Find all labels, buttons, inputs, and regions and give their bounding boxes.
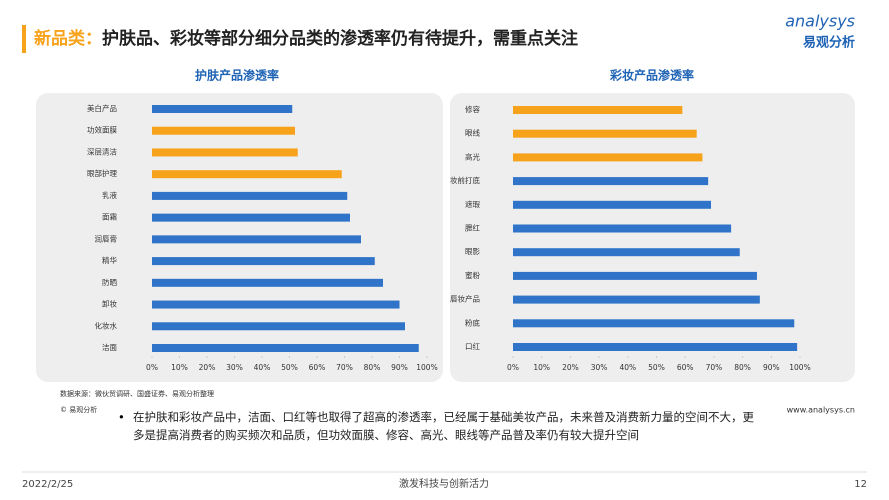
bar <box>152 235 361 244</box>
bar <box>513 153 703 162</box>
x-tick-label: 30% <box>226 363 243 372</box>
x-tick-label: 40% <box>619 363 636 372</box>
bar <box>152 344 419 352</box>
bar <box>513 343 798 351</box>
bar <box>513 248 740 257</box>
panel <box>450 93 855 382</box>
bar <box>152 126 295 135</box>
y-tick-label: 眼影 <box>465 246 480 256</box>
y-tick-label: 功效面膜 <box>87 125 117 135</box>
x-tick-label: 20% <box>199 363 216 372</box>
x-tick-label: 100% <box>789 363 810 372</box>
y-tick-label: 美白产品 <box>87 103 117 113</box>
bar <box>513 177 709 186</box>
x-tick-label: 90% <box>391 363 408 372</box>
x-tick-label: 10% <box>533 363 550 372</box>
chart-title: 护肤产品渗透率 <box>195 68 279 83</box>
y-tick-label: 蜜粉 <box>465 270 480 280</box>
title-prefix: 新品类： <box>34 28 102 49</box>
bar <box>152 191 348 200</box>
footer-date: 2022/2/25 <box>22 479 73 490</box>
x-tick-label: 10% <box>171 363 188 372</box>
y-tick-label: 洁面 <box>102 342 117 352</box>
bar <box>152 213 350 222</box>
footer-slogan: 激发科技与创新活力 <box>399 477 489 490</box>
bar <box>152 300 400 309</box>
x-tick-label: 60% <box>677 363 694 372</box>
bar <box>513 319 795 328</box>
bullet-text: 在护肤和彩妆产品中，洁面、口红等也取得了超高的渗透率，已经属于基础美妆产品，未来… <box>133 410 754 442</box>
bar <box>152 148 298 157</box>
y-tick-label: 唇妆产品 <box>450 294 480 304</box>
bar <box>152 322 405 331</box>
x-tick-label: 80% <box>734 363 751 372</box>
y-tick-label: 粉底 <box>465 317 480 327</box>
x-tick-label: 90% <box>763 363 780 372</box>
y-tick-label: 眼部护理 <box>87 168 117 178</box>
copyright: © 易观分析 <box>60 405 97 414</box>
bullet-dot: • <box>118 410 125 424</box>
y-tick-label: 高光 <box>465 151 480 161</box>
page-number: 12 <box>854 479 867 490</box>
website: www.analysys.cn <box>787 406 855 415</box>
y-tick-label: 化妆水 <box>95 320 118 330</box>
y-tick-label: 乳液 <box>102 190 117 200</box>
y-tick-label: 润唇膏 <box>95 233 118 243</box>
bar <box>152 278 383 287</box>
title-bar <box>22 25 26 53</box>
x-tick-label: 30% <box>591 363 608 372</box>
slide-title: 新品类：护肤品、彩妆等部分细分品类的渗透率仍有待提升，需重点关注 <box>34 28 578 49</box>
y-tick-label: 精华 <box>102 255 117 265</box>
title: 护肤品、彩妆等部分细分品类的渗透率仍有待提升，需重点关注 <box>102 28 578 49</box>
bar <box>513 224 732 233</box>
y-tick-label: 口红 <box>465 341 480 351</box>
x-tick-label: 70% <box>336 363 353 372</box>
bar <box>513 271 757 280</box>
bar <box>152 257 375 266</box>
y-tick-label: 面霜 <box>102 213 117 222</box>
x-tick-label: 40% <box>254 363 271 372</box>
bar <box>513 106 683 114</box>
x-tick-label: 50% <box>648 363 665 372</box>
bar <box>152 105 293 113</box>
source: 数据来源：微伙贸调研、国盛证券、易观分析整理 <box>60 389 214 398</box>
x-tick-label: 0% <box>146 363 158 372</box>
y-tick-label: 遮瑕 <box>465 199 480 209</box>
bar <box>513 295 760 304</box>
x-tick-label: 60% <box>309 363 326 372</box>
x-tick-label: 100% <box>416 363 437 372</box>
bar <box>513 129 697 138</box>
y-tick-label: 卸妆 <box>102 299 117 309</box>
x-tick-label: 0% <box>507 363 519 372</box>
y-tick-label: 深层清洁 <box>87 146 117 156</box>
x-tick-label: 80% <box>364 363 381 372</box>
y-tick-label: 修容 <box>465 104 480 114</box>
x-tick-label: 20% <box>562 363 579 372</box>
x-tick-label: 70% <box>706 363 723 372</box>
y-tick-label: 防晒 <box>102 277 117 287</box>
chart-title: 彩妆产品渗透率 <box>609 68 694 83</box>
bar <box>513 200 712 209</box>
y-tick-label: 眼线 <box>465 128 480 138</box>
y-tick-label: 腮红 <box>465 223 480 233</box>
x-tick-label: 50% <box>281 363 298 372</box>
bar <box>152 170 342 179</box>
y-tick-label: 妆前打底 <box>450 175 480 185</box>
logo-cn: 易观分析 <box>803 35 855 51</box>
logo: analysys <box>785 12 855 31</box>
